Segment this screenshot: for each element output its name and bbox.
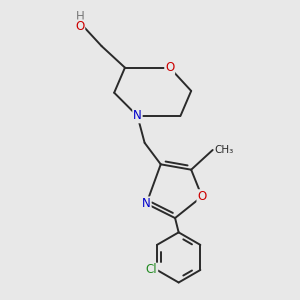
Text: H: H: [76, 10, 85, 23]
Text: N: N: [142, 197, 151, 210]
Text: Cl: Cl: [146, 263, 158, 277]
Text: N: N: [133, 110, 142, 122]
Text: O: O: [165, 61, 174, 74]
Text: O: O: [76, 20, 85, 33]
Text: CH₃: CH₃: [214, 145, 234, 155]
Text: O: O: [197, 190, 206, 203]
